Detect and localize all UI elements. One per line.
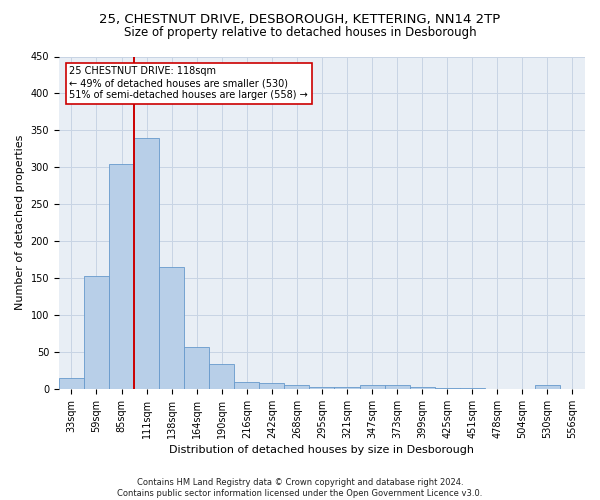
- Bar: [59, 378, 84, 389]
- Bar: [310, 388, 334, 389]
- Bar: [259, 383, 284, 389]
- Bar: [460, 388, 485, 389]
- Bar: [535, 386, 560, 389]
- Text: Contains HM Land Registry data © Crown copyright and database right 2024.
Contai: Contains HM Land Registry data © Crown c…: [118, 478, 482, 498]
- Bar: [284, 386, 310, 389]
- Text: Size of property relative to detached houses in Desborough: Size of property relative to detached ho…: [124, 26, 476, 39]
- Y-axis label: Number of detached properties: Number of detached properties: [15, 135, 25, 310]
- Bar: [159, 267, 184, 389]
- Bar: [234, 382, 259, 389]
- Bar: [359, 386, 385, 389]
- Bar: [184, 347, 209, 389]
- Text: 25 CHESTNUT DRIVE: 118sqm
← 49% of detached houses are smaller (530)
51% of semi: 25 CHESTNUT DRIVE: 118sqm ← 49% of detac…: [70, 66, 308, 100]
- Bar: [134, 138, 159, 389]
- Bar: [334, 388, 359, 389]
- Bar: [434, 388, 460, 389]
- Bar: [84, 276, 109, 389]
- X-axis label: Distribution of detached houses by size in Desborough: Distribution of detached houses by size …: [169, 445, 475, 455]
- Text: 25, CHESTNUT DRIVE, DESBOROUGH, KETTERING, NN14 2TP: 25, CHESTNUT DRIVE, DESBOROUGH, KETTERIN…: [100, 12, 500, 26]
- Bar: [385, 386, 410, 389]
- Bar: [209, 364, 234, 389]
- Bar: [109, 164, 134, 389]
- Bar: [410, 388, 434, 389]
